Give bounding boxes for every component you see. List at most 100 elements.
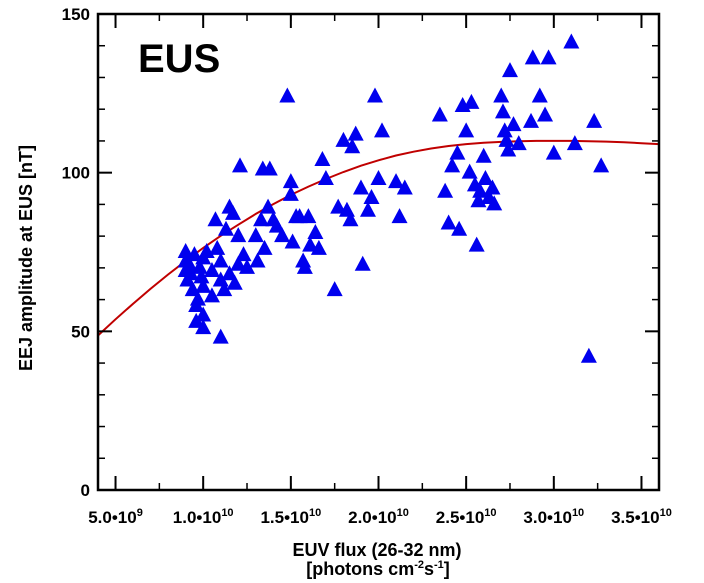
x-axis-units-pre: [photons cm <box>306 559 414 579</box>
data-point-triangle <box>449 144 466 160</box>
data-point-triangle <box>203 262 220 278</box>
x-tick-label: 5.0•109 <box>88 507 143 527</box>
x-tick-base: 10 <box>641 508 660 527</box>
data-point-triangle <box>203 287 220 303</box>
x-axis-units-mid: s <box>424 559 434 579</box>
data-point-triangle <box>260 198 277 214</box>
data-point-triangle <box>307 223 324 239</box>
data-point-triangle <box>195 306 212 322</box>
x-axis-units-sup2: -1 <box>434 559 444 571</box>
data-point-triangle <box>300 208 317 224</box>
data-point-triangle <box>335 131 352 147</box>
x-tick-exponent: 10 <box>221 507 233 519</box>
data-point-triangle <box>366 87 383 103</box>
data-point-triangle <box>586 112 603 128</box>
data-point-triangle <box>279 87 296 103</box>
x-tick-exponent: 10 <box>484 507 496 519</box>
x-axis-units-post: ] <box>444 559 450 579</box>
data-point-triangle <box>256 239 273 255</box>
data-point-triangle <box>484 179 501 195</box>
data-point-triangle <box>458 122 475 138</box>
data-point-triangle <box>296 258 313 274</box>
x-tick-label: 3.0•1010 <box>523 507 584 527</box>
data-point-triangle <box>374 122 391 138</box>
x-tick-exponent: 10 <box>660 507 672 519</box>
data-point-triangle <box>388 173 405 189</box>
data-point-triangle <box>461 163 478 179</box>
data-point-triangle <box>537 106 554 122</box>
data-point-triangle <box>261 160 278 176</box>
data-point-triangle <box>314 150 331 166</box>
data-point-triangle <box>363 189 380 205</box>
x-tick-label: 1.0•1010 <box>173 507 234 527</box>
x-tick-exponent: 10 <box>572 507 584 519</box>
data-point-triangle <box>268 217 285 233</box>
data-point-triangle <box>437 182 454 198</box>
data-point-triangle <box>501 62 518 78</box>
x-tick-mantissa: 5.0• <box>88 508 118 527</box>
x-tick-exponent: 10 <box>309 507 321 519</box>
data-point-triangle <box>207 211 224 227</box>
data-point-triangle <box>477 170 494 186</box>
x-tick-base: 10 <box>553 508 572 527</box>
data-point-triangle <box>193 268 210 284</box>
data-point-triangle <box>310 239 327 255</box>
data-point-triangle <box>212 328 229 344</box>
data-point-triangle <box>370 170 387 186</box>
data-point-triangle <box>216 281 233 297</box>
data-point-triangle <box>523 112 540 128</box>
x-tick-label: 2.0•1010 <box>348 507 409 527</box>
data-point-triangle <box>209 239 226 255</box>
data-point-triangle <box>593 157 610 173</box>
data-point-triangle <box>391 208 408 224</box>
data-point-triangle <box>330 198 347 214</box>
data-point-triangle <box>524 49 541 65</box>
x-tick-label: 3.5•1010 <box>611 507 672 527</box>
data-point-triangle <box>352 179 369 195</box>
data-point-triangle <box>282 185 299 201</box>
data-point-triangle <box>186 246 203 262</box>
data-point-triangle <box>472 182 489 198</box>
data-point-triangle <box>317 170 334 186</box>
y-axis-label: EEJ amplitude at EUS [nT] <box>16 145 36 371</box>
data-point-triangle <box>302 236 319 252</box>
data-point-triangle <box>177 243 194 258</box>
x-axis-label-units: [photons cm-2s-1] <box>306 559 450 579</box>
data-point-triangle <box>195 277 212 293</box>
data-point-triangle <box>510 135 527 151</box>
x-tick-base: 10 <box>290 508 309 527</box>
data-point-triangle <box>463 93 480 109</box>
data-point-triangle <box>493 87 510 103</box>
data-point-triangle <box>580 347 597 363</box>
data-point-triangle <box>494 103 511 119</box>
data-point-triangle <box>195 319 212 335</box>
data-point-triangle <box>253 211 270 227</box>
y-tick-label: 150 <box>62 5 90 24</box>
data-point-triangle <box>396 179 413 195</box>
x-axis-label: EUV flux (26-32 nm) <box>292 540 461 560</box>
data-point-triangle <box>563 33 580 49</box>
points-layer <box>177 33 610 363</box>
x-tick-mantissa: 1.0• <box>173 508 203 527</box>
x-tick-base: 10 <box>118 508 137 527</box>
data-point-triangle <box>540 49 557 65</box>
data-point-triangle <box>498 131 515 147</box>
data-point-triangle <box>444 157 461 173</box>
x-tick-exponent: 9 <box>137 507 143 519</box>
data-point-triangle <box>282 173 299 189</box>
x-tick-label: 2.5•1010 <box>436 507 497 527</box>
data-point-triangle <box>468 236 485 252</box>
x-tick-mantissa: 3.0• <box>523 508 553 527</box>
data-point-triangle <box>226 274 243 290</box>
data-point-triangle <box>486 195 503 211</box>
x-tick-mantissa: 2.5• <box>436 508 466 527</box>
x-tick-mantissa: 3.5• <box>611 508 641 527</box>
data-point-triangle <box>496 122 513 138</box>
data-point-triangle <box>247 227 264 243</box>
x-tick-exponent: 10 <box>397 507 409 519</box>
data-point-triangle <box>531 87 548 103</box>
data-point-triangle <box>347 125 364 141</box>
data-point-triangle <box>189 290 206 306</box>
data-point-triangle <box>284 233 301 249</box>
data-point-triangle <box>505 116 522 132</box>
